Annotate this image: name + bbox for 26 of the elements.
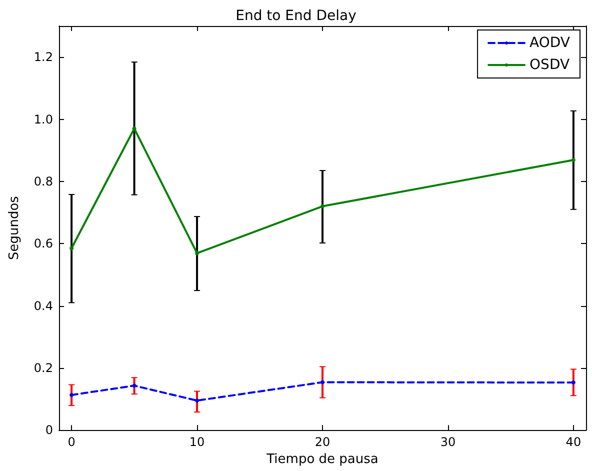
y-tick-label: 0.4: [34, 298, 53, 313]
y-tick-label: 1.0: [34, 112, 53, 126]
y-tick-label: 0.2: [34, 360, 53, 375]
y-tick-label: 0.6: [34, 236, 53, 251]
x-tick-label: 10: [189, 435, 205, 450]
point: [195, 398, 200, 403]
point: [571, 380, 576, 385]
x-axis-title: Tiempo de pausa: [266, 452, 378, 467]
point: [571, 158, 576, 162]
point: [70, 392, 74, 397]
y-tick-label: 0: [45, 423, 53, 438]
legend-label: AODV: [530, 35, 570, 51]
legend-label: OSDV: [530, 57, 570, 73]
x-tick-label: 30: [440, 435, 456, 450]
point: [70, 246, 74, 250]
x-tick-label: 20: [314, 435, 330, 450]
point: [132, 384, 136, 388]
y-axis-title: Segundos: [7, 196, 22, 260]
x-tick-label: 0: [68, 435, 76, 450]
point: [320, 204, 324, 208]
point: [195, 251, 200, 256]
y-tick-label: 0.8: [34, 174, 53, 188]
x-tick-label: 40: [566, 435, 582, 450]
chart-title: End to End Delay: [236, 8, 356, 24]
point: [320, 380, 324, 384]
y-tick-label: 1.2: [34, 50, 53, 64]
